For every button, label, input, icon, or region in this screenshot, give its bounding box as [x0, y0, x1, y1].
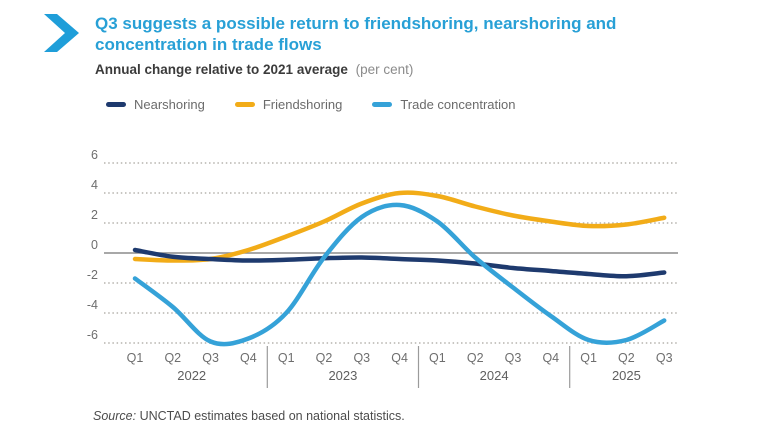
y-tick-label: 0 [91, 238, 98, 252]
x-tick-label: Q1 [278, 351, 295, 365]
series-line-nearshoring [132, 247, 667, 279]
x-tick-label: Q2 [467, 351, 484, 365]
x-tick-label: Q4 [391, 351, 408, 365]
subtitle-text: Annual change relative to 2021 average [95, 62, 348, 77]
chart-subtitle: Annual change relative to 2021 average (… [95, 62, 413, 77]
series-line-trade-concentration [132, 202, 667, 347]
y-tick-label: 2 [91, 208, 98, 222]
x-tick-label: Q3 [505, 351, 522, 365]
page-title: Q3 suggests a possible return to friends… [95, 14, 617, 55]
trade-concentration-swatch-icon [372, 102, 393, 107]
source-note: Source: UNCTAD estimates based on nation… [93, 409, 405, 423]
year-label: 2022 [177, 368, 206, 383]
x-tick-label: Q1 [127, 351, 144, 365]
chevron-right-icon [44, 13, 80, 58]
x-tick-label: Q1 [429, 351, 446, 365]
source-label: Source: [93, 409, 137, 423]
y-tick-label: -2 [87, 268, 98, 282]
y-tick-label: -6 [87, 328, 98, 342]
y-tick-label: 4 [91, 178, 98, 192]
x-tick-label: Q3 [202, 351, 219, 365]
legend-label: Trade concentration [400, 97, 516, 112]
x-tick-label: Q4 [240, 351, 257, 365]
x-tick-label: Q3 [353, 351, 370, 365]
series-line-friendshoring [132, 190, 667, 263]
x-tick-label: Q2 [618, 351, 635, 365]
legend-item-nearshoring: Nearshoring [106, 97, 205, 112]
x-tick-label: Q1 [580, 351, 597, 365]
x-tick-label: Q3 [656, 351, 673, 365]
year-label: 2024 [480, 368, 509, 383]
legend-item-trade-concentration: Trade concentration [372, 97, 515, 112]
year-label: 2023 [328, 368, 357, 383]
source-text: UNCTAD estimates based on national stati… [139, 409, 405, 423]
chart-legend: Nearshoring Friendshoring Trade concentr… [106, 97, 515, 112]
subtitle-unit: (per cent) [355, 62, 414, 77]
friendshoring-swatch-icon [234, 102, 255, 107]
x-tick-label: Q2 [164, 351, 181, 365]
nearshoring-swatch-icon [106, 102, 126, 107]
y-tick-label: -4 [87, 298, 98, 312]
year-label: 2025 [612, 368, 641, 383]
x-tick-label: Q2 [316, 351, 333, 365]
x-tick-label: Q4 [542, 351, 559, 365]
y-tick-label: 6 [91, 148, 98, 162]
legend-item-friendshoring: Friendshoring [234, 97, 343, 112]
legend-label: Friendshoring [262, 97, 343, 112]
legend-label: Nearshoring [134, 97, 205, 112]
